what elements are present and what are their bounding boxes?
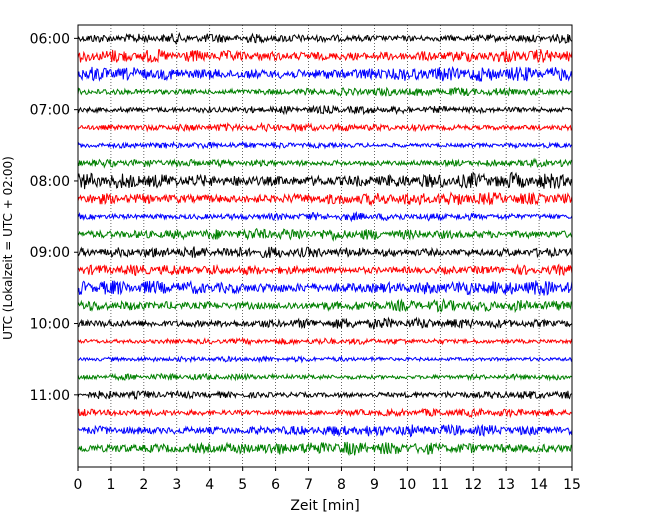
seismic-trace	[77, 86, 573, 97]
x-tick-label: 5	[238, 477, 247, 493]
x-tick-label: 11	[431, 477, 449, 493]
seismic-trace	[77, 297, 573, 314]
plot-frame	[77, 24, 573, 468]
x-tick-label: 4	[205, 477, 214, 493]
seismic-trace	[77, 227, 573, 242]
seismic-trace	[77, 263, 573, 277]
seismic-trace	[77, 355, 573, 364]
x-tick-label: 13	[497, 477, 515, 493]
seismic-trace	[77, 157, 573, 169]
x-tick-label: 15	[563, 477, 581, 493]
seismic-trace	[77, 121, 573, 133]
x-tick-label: 2	[139, 477, 148, 493]
x-tick-label: 1	[106, 477, 115, 493]
x-tick-label: 9	[370, 477, 379, 493]
trace-group	[77, 31, 573, 457]
y-axis-ticks: 06:00 07:00 08:00 09:00 10:00 11:00	[30, 31, 78, 404]
seismic-trace	[77, 171, 573, 190]
x-tick-label: 14	[530, 477, 548, 493]
seismic-trace	[77, 389, 572, 400]
x-tick-label: 8	[337, 477, 346, 493]
x-tick-label: 0	[74, 477, 83, 493]
y-tick-label: 11:00	[30, 388, 70, 404]
x-tick-label: 7	[304, 477, 313, 493]
seismic-trace	[77, 31, 573, 46]
y-axis-label: UTC (Lokalzeit = UTC + 02:00)	[1, 156, 15, 340]
seismic-trace	[77, 49, 573, 64]
seismic-trace	[77, 279, 573, 296]
seismic-trace	[77, 191, 573, 207]
seismic-trace	[77, 407, 573, 419]
x-axis-ticks: 0 1 2 3 4 5 6 7 8 9 10 11 12 13 14 15	[74, 467, 581, 493]
x-tick-label: 6	[271, 477, 280, 493]
y-tick-label: 10:00	[30, 317, 70, 333]
seismic-trace	[77, 140, 573, 150]
seismic-trace	[77, 210, 573, 223]
seismic-trace	[77, 441, 573, 457]
x-tick-label: 3	[172, 477, 181, 493]
seismic-trace	[77, 246, 573, 259]
seismic-trace	[77, 423, 573, 438]
seismic-trace	[77, 65, 573, 82]
seismic-trace	[77, 316, 573, 331]
x-axis-label: Zeit [min]	[290, 498, 359, 514]
x-tick-label: 12	[464, 477, 482, 493]
y-tick-label: 09:00	[30, 245, 70, 261]
seismic-trace	[77, 104, 573, 116]
y-tick-label: 06:00	[30, 31, 70, 47]
x-tick-label: 10	[398, 477, 416, 493]
y-tick-label: 07:00	[30, 103, 70, 119]
y-tick-label: 08:00	[30, 174, 70, 190]
seismic-trace	[77, 337, 573, 347]
seismic-trace	[77, 372, 573, 382]
